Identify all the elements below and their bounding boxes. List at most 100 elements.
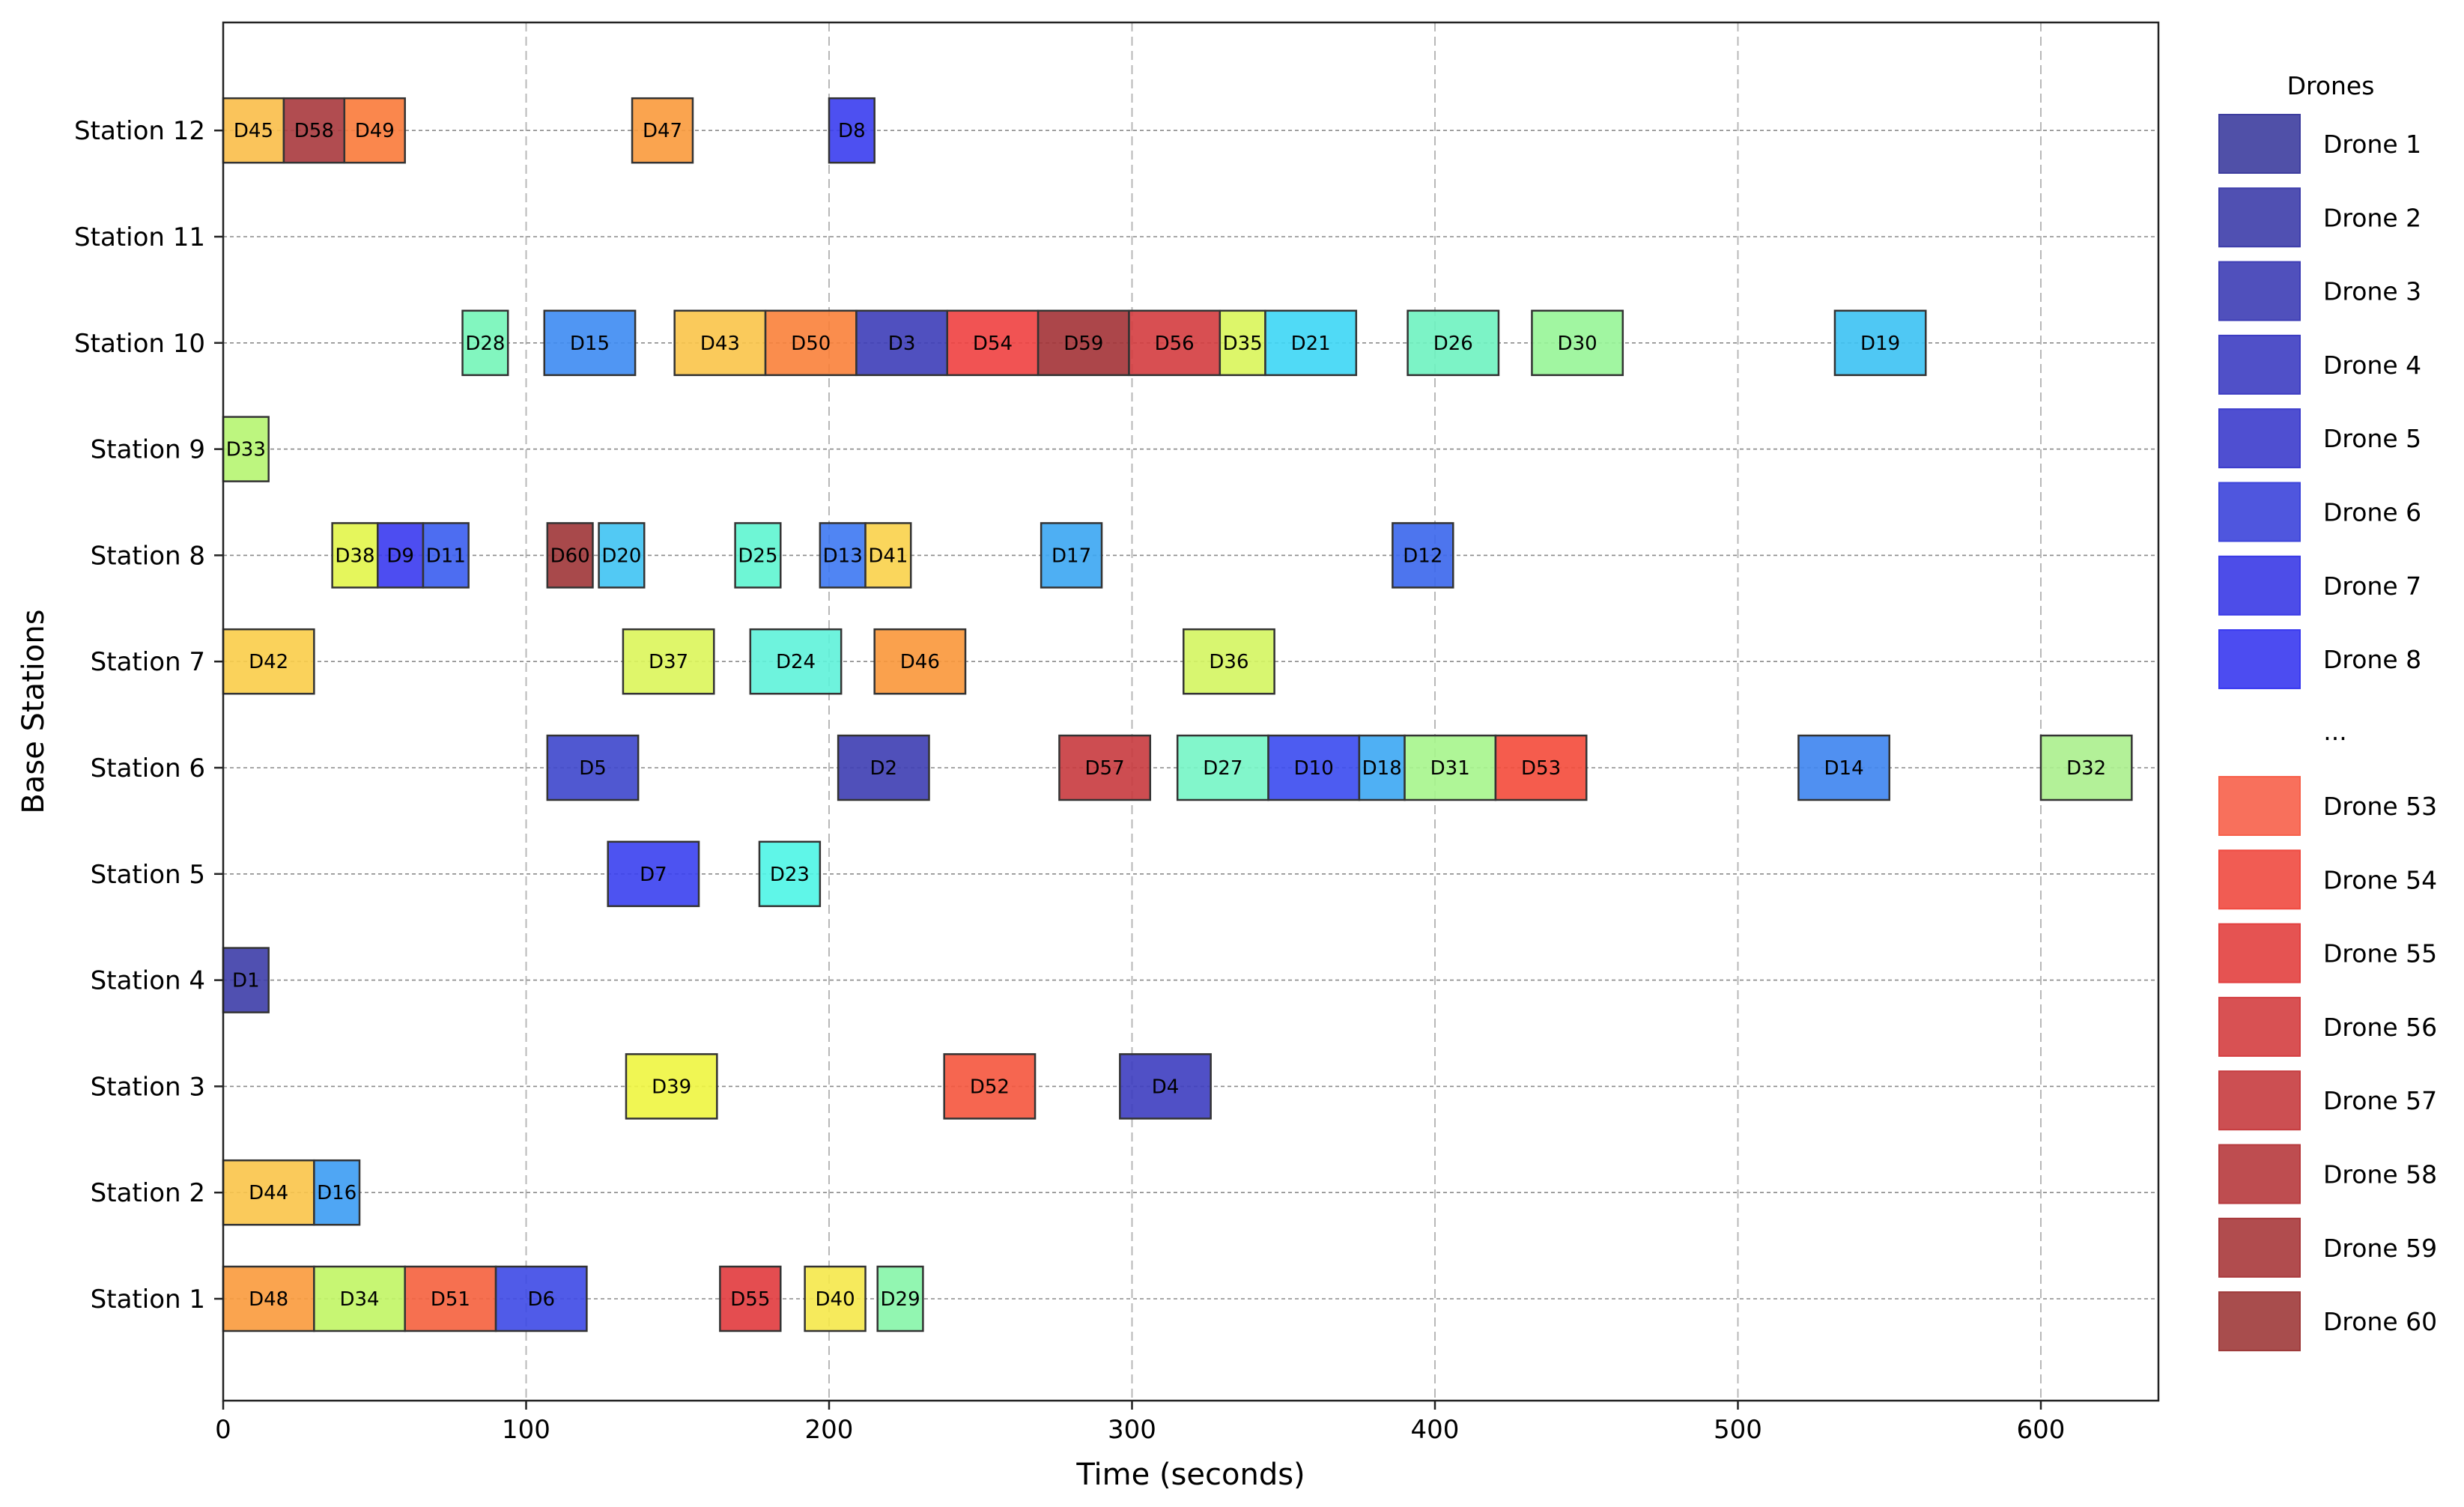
legend-label: Drone 1 bbox=[2323, 130, 2421, 159]
task-bar-label: D24 bbox=[776, 651, 816, 673]
legend-label: Drone 8 bbox=[2323, 645, 2421, 674]
task-bar-label: D44 bbox=[249, 1182, 288, 1204]
task-bar bbox=[461, 309, 509, 377]
task-bar-label: D13 bbox=[823, 545, 863, 567]
task-bar-label: D33 bbox=[226, 439, 266, 461]
legend-label: Drone 3 bbox=[2323, 277, 2421, 306]
task-bar-label: D59 bbox=[1063, 333, 1103, 355]
task-bar bbox=[1264, 309, 1358, 377]
task-bar-label: D9 bbox=[386, 545, 414, 567]
task-bars: D45 D58 D49 D47 D8 D28 D15 D43 D50 D3 D54 D59 D56 D35… bbox=[222, 97, 2133, 1332]
task-bar bbox=[1040, 522, 1103, 589]
legend-label: Drone 59 bbox=[2323, 1234, 2437, 1263]
task-bar-label: D16 bbox=[317, 1182, 356, 1204]
task-bar bbox=[719, 1265, 782, 1332]
task-bar-label: D27 bbox=[1203, 757, 1242, 780]
task-bar bbox=[819, 522, 867, 589]
task-bar bbox=[631, 97, 694, 164]
task-bar-label: D41 bbox=[868, 545, 908, 567]
plot-background bbox=[223, 22, 2158, 1401]
task-bar-label: D5 bbox=[579, 757, 607, 780]
task-bar-label: D25 bbox=[738, 545, 777, 567]
task-bar bbox=[622, 628, 715, 695]
task-bar-label: D56 bbox=[1155, 333, 1195, 355]
task-bar-label: D53 bbox=[1521, 757, 1561, 780]
legend-label: Drone 2 bbox=[2323, 203, 2421, 232]
x-axis-label: Time (seconds) bbox=[1075, 1458, 1305, 1492]
task-bar-label: D23 bbox=[770, 864, 810, 886]
task-bar bbox=[1404, 734, 1497, 801]
legend-swatch bbox=[2218, 555, 2301, 616]
task-bar-label: D12 bbox=[1403, 545, 1442, 567]
task-bar bbox=[1267, 734, 1361, 801]
task-bar-label: D29 bbox=[881, 1288, 920, 1311]
station-label: Station 4 bbox=[91, 966, 205, 996]
station-label: Station 7 bbox=[91, 647, 205, 677]
task-bar-label: D46 bbox=[900, 651, 940, 673]
task-bar-label: D57 bbox=[1085, 757, 1125, 780]
legend-swatch bbox=[2218, 261, 2301, 321]
task-bar-label: D20 bbox=[601, 545, 641, 567]
legend-label: Drone 4 bbox=[2323, 351, 2421, 380]
task-bar bbox=[764, 309, 858, 377]
x-tick-label: 500 bbox=[1714, 1415, 1762, 1445]
task-bar bbox=[1392, 522, 1454, 589]
task-bar bbox=[313, 1265, 406, 1332]
task-bar-label: D49 bbox=[355, 120, 395, 142]
task-bar-label: D31 bbox=[1430, 757, 1470, 780]
task-bar bbox=[343, 97, 406, 164]
task-bar bbox=[876, 1265, 924, 1332]
x-tick-label: 300 bbox=[1108, 1415, 1156, 1445]
task-bar-label: D42 bbox=[249, 651, 288, 673]
legend-swatch bbox=[2218, 923, 2301, 983]
task-bar-label: D39 bbox=[652, 1076, 691, 1098]
task-bar-label: D30 bbox=[1558, 333, 1597, 355]
legend-swatch bbox=[2218, 334, 2301, 395]
task-bar-label: D2 bbox=[870, 757, 898, 780]
task-bar-label: D15 bbox=[570, 333, 610, 355]
station-label: Station 1 bbox=[91, 1285, 205, 1315]
task-bar bbox=[943, 1053, 1037, 1120]
station-label: Station 6 bbox=[91, 754, 205, 783]
station-label: Station 12 bbox=[74, 116, 205, 146]
legend-swatch bbox=[2218, 629, 2301, 690]
task-bar-label: D8 bbox=[838, 120, 866, 142]
task-bar bbox=[625, 1053, 718, 1120]
task-bar bbox=[749, 628, 843, 695]
legend-swatch bbox=[2218, 187, 2301, 248]
legend-label: Drone 7 bbox=[2323, 571, 2421, 601]
task-bar bbox=[804, 1265, 867, 1332]
legend-swatch bbox=[2218, 996, 2301, 1057]
station-label: Station 11 bbox=[74, 222, 205, 252]
task-bar-label: D50 bbox=[791, 333, 831, 355]
legend-label: Drone 57 bbox=[2323, 1086, 2437, 1115]
task-bar-label: D40 bbox=[816, 1288, 855, 1311]
station-label: Station 2 bbox=[91, 1178, 205, 1208]
legend-swatch bbox=[2218, 114, 2301, 174]
task-bar bbox=[1119, 1053, 1212, 1120]
task-bar bbox=[1531, 309, 1624, 377]
task-bar bbox=[222, 97, 285, 164]
station-label: Station 9 bbox=[91, 435, 205, 465]
x-tick-label: 0 bbox=[215, 1415, 231, 1445]
task-bar-label: D21 bbox=[1291, 333, 1331, 355]
task-bar-label: D10 bbox=[1294, 757, 1334, 780]
task-bar bbox=[855, 309, 949, 377]
task-bar-label: D47 bbox=[643, 120, 682, 142]
plot-frame bbox=[222, 21, 2160, 1402]
task-bar-label: D37 bbox=[649, 651, 688, 673]
task-bar bbox=[546, 522, 594, 589]
legend-label: Drone 54 bbox=[2323, 865, 2437, 894]
legend-swatch bbox=[2218, 776, 2301, 836]
task-bar bbox=[422, 522, 470, 589]
legend-swatch bbox=[2218, 408, 2301, 469]
legend-swatch bbox=[2218, 1217, 2301, 1278]
legend-label: Drone 60 bbox=[2323, 1307, 2437, 1336]
task-bar bbox=[313, 1159, 361, 1226]
legend-label: Drone 55 bbox=[2323, 939, 2437, 968]
task-bar bbox=[1833, 309, 1927, 377]
station-label: Station 10 bbox=[74, 329, 205, 359]
task-bar bbox=[607, 840, 700, 908]
legend-swatch bbox=[2218, 482, 2301, 542]
legend-ellipsis: ... bbox=[2323, 717, 2346, 746]
